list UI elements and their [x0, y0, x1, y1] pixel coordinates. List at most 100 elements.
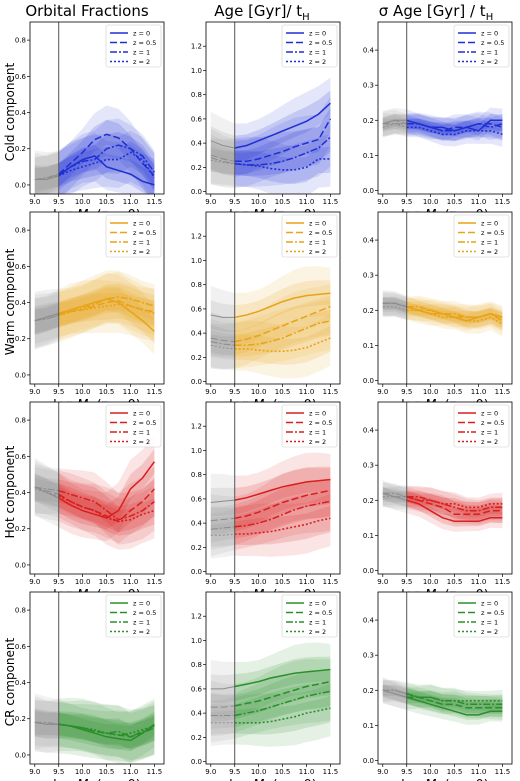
legend-label: z = 2: [133, 628, 150, 636]
x-tick-label: 10.5: [99, 578, 115, 586]
legend-label: z = 0: [133, 29, 150, 37]
scatter-band-gray-outer: [210, 504, 235, 557]
scatter-band-color-outer: [234, 683, 331, 747]
scatter-band-gray-inner: [382, 298, 407, 312]
column-title-age-main: Age [Gyr]/ tH: [214, 2, 309, 23]
legend-label: z = 0: [481, 219, 498, 227]
x-tick-label: 10.5: [99, 388, 115, 396]
x-tick-label: 10.5: [447, 198, 463, 206]
x-tick-label: 10.0: [75, 578, 91, 586]
legend-label: z = 1: [481, 428, 498, 436]
series-line-gray-z1: [382, 302, 407, 308]
y-tick-label: 0.6: [15, 643, 27, 651]
scatter-band-gray-inner: [34, 301, 59, 335]
scatter-band-color-outer: [406, 111, 503, 141]
scatter-band-gray-inner: [34, 711, 59, 736]
scatter-band-color-outer: [58, 273, 155, 355]
scatter-band-gray-inner: [210, 693, 235, 722]
series-line-gray-z1: [34, 486, 59, 492]
series-line-z0-5: [234, 118, 332, 163]
y-tick-label: 0.0: [191, 758, 202, 766]
y-tick-label: 0.0: [363, 757, 374, 765]
y-tick-label: 0.4: [191, 330, 203, 338]
y-tick-label: 1.2: [191, 233, 202, 241]
scatter-band-color-inner: [58, 449, 155, 530]
x-tick-label: 10.0: [251, 768, 267, 776]
legend: z = 0 z = 0.5z = 1 z = 2: [453, 24, 510, 68]
x-tick-label: 11.5: [323, 578, 339, 586]
series-line-gray-z2: [34, 175, 59, 180]
scatter-band-gray-inner: [210, 710, 235, 735]
legend-label: z = 0.5: [133, 419, 156, 427]
legend-label: z = 2: [309, 628, 326, 636]
y-tick-label: 0.2: [191, 544, 202, 552]
row-label-cold: Cold component: [3, 63, 17, 162]
panel-hot-orbital-fraction: 0.00.20.40.60.89.09.510.010.511.011.5log…: [15, 401, 165, 604]
series-line-z1: [58, 144, 156, 175]
legend: z = 0 z = 0.5z = 1 z = 2: [281, 24, 338, 68]
x-tick-label: 11.5: [495, 198, 511, 206]
scatter-band-gray-inner: [382, 487, 407, 504]
series-line-z1: [406, 123, 503, 132]
panel-plot-area: [34, 105, 156, 194]
x-tick-label: 9.5: [53, 388, 64, 396]
x-tick-label: 9.0: [205, 388, 216, 396]
scatter-band-color-inner: [234, 126, 331, 176]
series-line-gray-z2: [382, 306, 407, 311]
scatter-band-color-outer: [234, 642, 331, 716]
x-axis-label: log M* (z = 0): [401, 778, 489, 781]
series-line-z0-5: [406, 496, 503, 516]
x-tick-label: 11.0: [123, 198, 139, 206]
scatter-band-color-outer: [58, 436, 155, 542]
series-line-z0-5: [58, 133, 155, 177]
series-line-z2: [58, 151, 156, 179]
series-line-z2: [58, 303, 155, 316]
series-line-gray-z1: [382, 492, 407, 498]
y-tick-label: 0.4: [15, 109, 27, 117]
legend-label: z = 1: [481, 618, 498, 626]
legend-label: z = 0: [309, 219, 326, 227]
scatter-band-color-inner: [406, 491, 503, 514]
series-line-gray-z0-5: [34, 173, 59, 180]
scatter-band-gray-outer: [210, 494, 235, 550]
y-tick-label: 0.4: [191, 710, 203, 718]
scatter-band-gray-outer: [382, 291, 407, 319]
y-tick-label: 0.2: [15, 145, 26, 153]
x-tick-label: 9.5: [229, 578, 240, 586]
x-tick-label: 10.0: [251, 578, 267, 586]
scatter-band-gray-inner: [382, 296, 407, 314]
scatter-band-color-inner: [234, 146, 331, 184]
series-line-gray-z1: [210, 341, 235, 346]
scatter-band-gray-inner: [34, 710, 59, 736]
panels: 0.0 0.2 0.4 0.6 0.8 9.0 9.5 10.0 10.5 11.0 11.5 log…: [15, 21, 513, 781]
series-line-z2: [406, 309, 503, 325]
x-tick-label: 10.0: [423, 198, 439, 206]
series-line-gray-z2: [34, 488, 59, 497]
scatter-band-color-inner: [234, 696, 331, 735]
panel-frame: [29, 401, 165, 575]
x-tick-label: 9.0: [29, 578, 40, 586]
y-tick-label: 0.1: [363, 152, 374, 160]
scatter-band-gray-outer: [382, 113, 407, 138]
series-line-z2: [58, 495, 155, 523]
scatter-band-gray-outer: [210, 323, 235, 371]
y-tick-label: 0.8: [15, 37, 26, 45]
y-tick-label: 0.3: [363, 272, 374, 280]
y-tick-label: 1.0: [191, 447, 202, 455]
panel-frame: [29, 591, 165, 765]
scatter-band-gray-outer: [382, 481, 407, 510]
series-line-z0: [234, 102, 331, 149]
column-title-age: Age [Gyr]/ tH: [214, 2, 309, 23]
legend-label: z = 1: [481, 48, 498, 56]
y-tick-label: 0.0: [191, 378, 202, 386]
series-line-gray-z0-5: [34, 486, 59, 495]
scatter-band-color-outer: [58, 468, 155, 545]
y-tick-label: 0.6: [15, 453, 27, 461]
legend: z = 0 z = 0.5z = 1 z = 2: [281, 214, 338, 258]
scatter-band-color-inner: [58, 292, 155, 328]
x-tick-label: 11.5: [147, 388, 163, 396]
series-line-z0: [234, 292, 331, 319]
y-tick-label: 0.0: [15, 371, 26, 379]
x-axis-label-mass: M: [77, 778, 88, 781]
scatter-band-gray-outer: [382, 483, 407, 508]
